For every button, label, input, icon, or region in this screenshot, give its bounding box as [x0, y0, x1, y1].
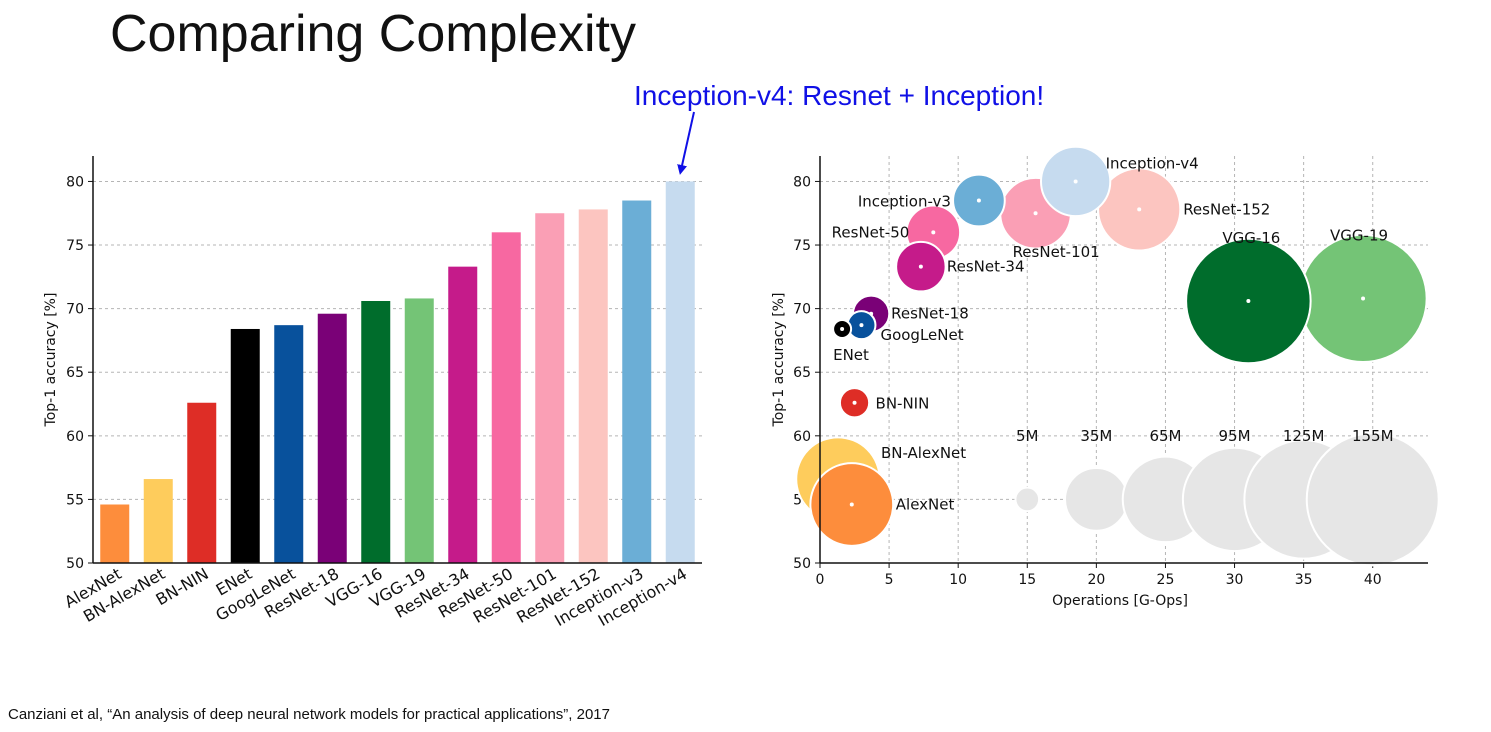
y-tick-label: 55 [66, 492, 84, 508]
bubble-center-dot [840, 326, 845, 331]
bubble-center-dot [1033, 211, 1038, 216]
bar [274, 325, 304, 563]
bubble-label: ResNet-152 [1183, 200, 1270, 218]
bubble-label: Inception-v3 [858, 193, 951, 211]
bubble-label: ResNet-50 [832, 223, 910, 241]
y-axis-label: Top-1 accuracy [%] [43, 293, 59, 428]
bar [230, 328, 260, 563]
bubble-label: ENet [833, 346, 869, 364]
x-axis-label: Operations [G-Ops] [1052, 593, 1188, 609]
bubble-center-dot [1137, 207, 1142, 212]
x-tick-label: 30 [1226, 572, 1244, 588]
bar [491, 232, 521, 563]
bubble-center-dot [976, 198, 981, 203]
size-legend-label: 155M [1352, 427, 1394, 445]
bubble-label: BN-NIN [876, 395, 930, 413]
bubble-label: GoogLeNet [880, 326, 963, 344]
y-tick-label: 75 [793, 238, 811, 254]
size-legend-label: 125M [1283, 427, 1325, 445]
bubble-center-dot [1361, 296, 1366, 301]
bubble-center-dot [859, 323, 864, 328]
bar [665, 181, 695, 563]
x-tick-label: 35 [1295, 572, 1313, 588]
y-tick-label: 75 [66, 238, 84, 254]
bubble-label: Inception-v4 [1106, 154, 1199, 172]
bar [100, 504, 130, 563]
bar [317, 313, 347, 563]
y-tick-label: 70 [793, 302, 811, 318]
y-axis-label: Top-1 accuracy [%] [771, 293, 787, 428]
bar [404, 298, 434, 563]
y-tick-label: 80 [793, 174, 811, 190]
x-tick-label: 40 [1364, 572, 1382, 588]
bubble-label: ResNet-34 [947, 258, 1025, 276]
y-tick-label: 70 [66, 302, 84, 318]
y-tick-label: 50 [793, 556, 811, 572]
inception-v4-annotation: Inception-v4: Resnet + Inception! [634, 80, 1045, 111]
bar [578, 209, 608, 563]
y-tick-label: 80 [66, 174, 84, 190]
citation: Canziani et al, “An analysis of deep neu… [8, 706, 610, 723]
bubble-center-dot [849, 502, 854, 507]
bubble-chart: 5055606570758005101520253035405M35M65M95… [771, 145, 1440, 609]
x-tick-label: 10 [949, 572, 967, 588]
size-legend-bubble [1064, 467, 1129, 532]
bubble-label: BN-AlexNet [881, 444, 966, 462]
size-legend-bubble [1305, 432, 1440, 567]
x-tick-label: 15 [1018, 572, 1036, 588]
y-tick-label: 65 [793, 365, 811, 381]
size-legend-label: 95M [1219, 427, 1251, 445]
bar [448, 266, 478, 563]
size-legend-label: 5M [1016, 427, 1039, 445]
x-tick-label: 0 [816, 572, 825, 588]
bubble-center-dot [852, 400, 857, 405]
y-tick-label: 50 [66, 556, 84, 572]
y-tick-label: 65 [66, 365, 84, 381]
bubble-center-dot [1246, 298, 1251, 303]
bubble-label: VGG-16 [1222, 229, 1280, 247]
bubble-label: VGG-19 [1330, 226, 1388, 244]
size-legend-label: 35M [1080, 427, 1112, 445]
slide-title: Comparing Complexity [110, 5, 636, 63]
x-tick-label: 25 [1157, 572, 1175, 588]
bubble-center-dot [931, 230, 936, 235]
x-tick-label: 5 [885, 572, 894, 588]
bar [361, 300, 391, 563]
bubble-center-dot [918, 264, 923, 269]
bubble-label: AlexNet [896, 495, 955, 513]
bubble-center-dot [1073, 179, 1078, 184]
size-legend-bubble [1014, 486, 1041, 513]
x-tick-label: 20 [1087, 572, 1105, 588]
y-tick-label: 60 [66, 429, 84, 445]
annotation-arrow [677, 111, 695, 175]
bar [143, 479, 173, 563]
bar [622, 200, 652, 563]
bubble-label: ResNet-101 [1013, 243, 1100, 261]
bubble-label: ResNet-18 [891, 305, 969, 323]
size-legend-label: 65M [1149, 427, 1181, 445]
bar [187, 402, 217, 563]
bar [535, 213, 565, 563]
y-tick-label: 60 [793, 429, 811, 445]
